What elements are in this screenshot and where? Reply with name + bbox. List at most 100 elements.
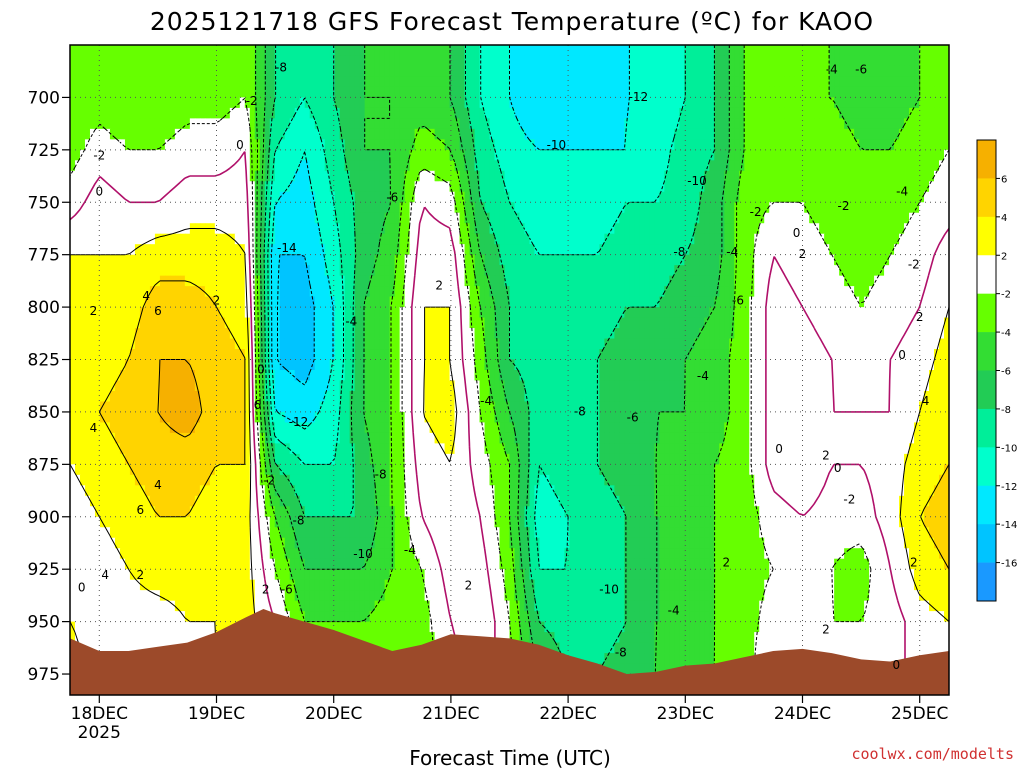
field-cell [314,97,321,109]
field-cell [439,307,446,319]
field-cell [604,107,610,119]
field-cell [259,97,266,109]
field-cell [824,118,830,130]
field-cell [464,212,471,224]
field-cell [269,128,276,140]
field-cell [70,307,76,319]
field-cell [194,338,201,350]
field-cell [599,97,605,109]
field-cell [604,160,610,172]
field-cell [244,265,251,277]
field-cell [209,307,216,319]
field-cell [584,212,590,224]
field-cell [704,254,710,266]
field-cell [419,317,426,329]
field-cell [899,65,905,78]
field-cell [99,118,106,130]
field-cell [414,223,421,235]
field-cell [214,191,221,203]
field-cell [524,223,531,235]
field-cell [844,191,850,203]
field-cell [924,265,930,277]
field-cell [939,286,945,298]
field-cell [229,223,236,235]
field-cell [419,97,426,109]
field-cell [779,139,785,151]
field-cell [719,55,725,67]
field-cell [189,181,196,193]
field-cell [114,202,121,214]
field-cell [204,149,211,161]
field-cell [579,307,586,319]
field-cell [769,286,775,298]
field-cell [654,254,660,266]
field-cell [289,317,296,329]
field-cell [929,118,935,130]
field-cell [769,139,775,151]
field-cell [539,244,546,256]
field-cell [219,317,226,329]
field-cell [569,65,576,78]
field-cell [149,328,156,340]
field-cell [134,191,141,203]
field-cell [874,202,880,214]
field-cell [349,202,356,214]
field-cell [754,45,760,57]
field-cell [164,202,171,214]
field-cell [159,45,166,57]
field-cell [864,45,870,57]
field-cell [489,118,496,130]
field-cell [459,286,466,298]
field-cell [394,160,401,172]
field-cell [154,128,161,140]
field-cell [529,65,536,78]
field-cell [524,328,531,340]
field-cell [859,128,865,140]
field-cell [469,191,476,203]
field-cell [124,338,131,350]
field-cell [444,160,451,172]
field-cell [359,181,366,193]
field-cell [399,265,406,277]
field-cell [599,107,605,119]
field-cell [519,149,526,161]
field-cell [894,233,900,245]
field-cell [344,317,351,329]
field-cell [429,160,436,172]
field-cell [789,296,795,308]
field-cell [254,233,261,245]
field-cell [714,275,720,287]
field-cell [324,97,331,109]
field-cell [114,233,121,245]
field-cell [214,97,221,109]
field-cell [429,55,436,67]
field-cell [294,212,301,224]
field-cell [454,55,461,67]
field-cell [239,86,246,99]
field-cell [229,286,236,298]
field-cell [564,307,571,319]
field-cell [89,254,96,266]
field-cell [854,223,860,235]
field-cell [349,128,356,140]
field-cell [419,170,426,182]
field-cell [149,55,156,67]
field-cell [684,328,690,340]
field-cell [569,307,576,319]
field-cell [70,317,76,329]
field-cell [429,65,436,78]
field-cell [349,76,356,88]
field-cell [144,97,151,109]
field-cell [124,202,131,214]
field-cell [504,317,511,329]
field-cell [884,107,890,119]
field-cell [259,149,266,161]
field-cell [379,149,386,161]
field-cell [194,107,201,119]
field-cell [704,275,710,287]
field-cell [809,65,815,78]
field-cell [514,128,521,140]
field-cell [704,128,710,140]
field-cell [124,76,131,88]
field-cell [534,160,541,172]
